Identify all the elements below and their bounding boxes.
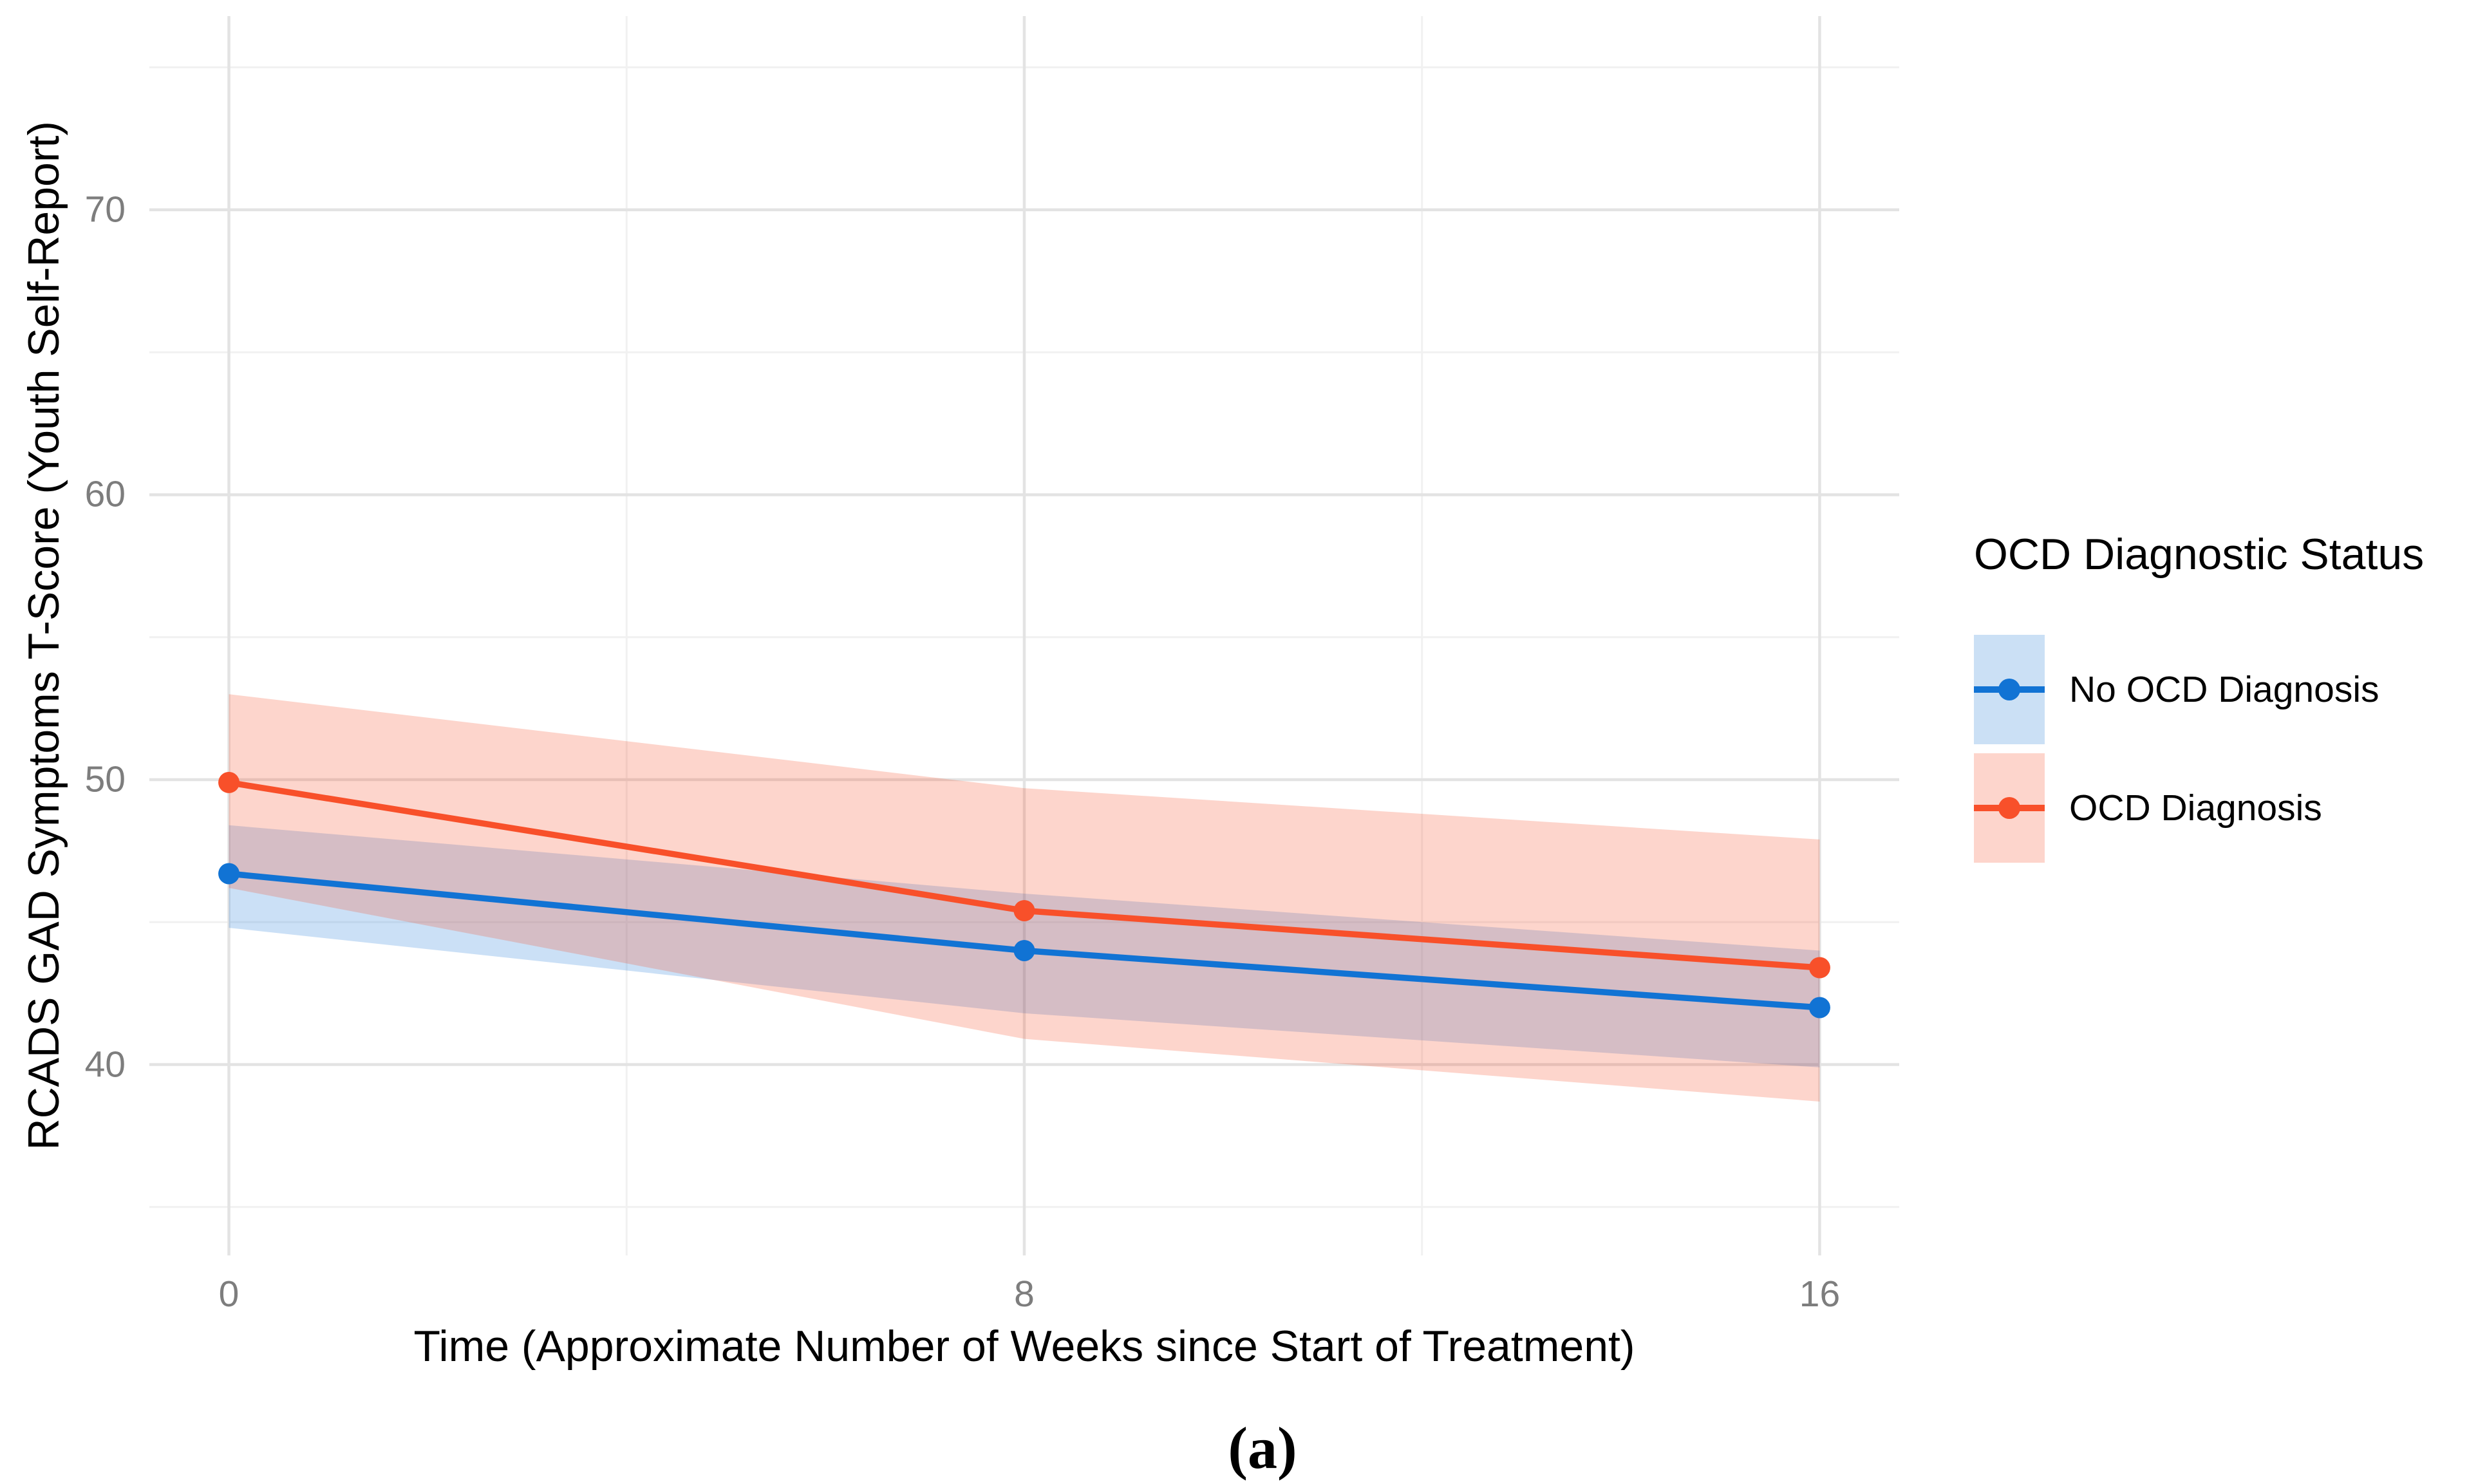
legend-title: OCD Diagnostic Status bbox=[1974, 530, 2425, 579]
y-tick-label-70: 70 bbox=[84, 189, 126, 230]
data-point-no-ocd-diagnosis-week-0 bbox=[218, 863, 240, 885]
figure-caption: (a) bbox=[1228, 1415, 1297, 1481]
data-point-no-ocd-diagnosis-week-8 bbox=[1013, 939, 1035, 961]
y-axis-title-text: RCADS GAD Symptoms T-Score (Youth Self-R… bbox=[19, 121, 68, 1151]
data-point-no-ocd-diagnosis-week-16 bbox=[1808, 997, 1830, 1019]
data-point-ocd-diagnosis-week-8 bbox=[1013, 900, 1035, 922]
legend-label: OCD Diagnosis bbox=[2069, 787, 2322, 829]
data-point-ocd-diagnosis-week-0 bbox=[218, 771, 240, 793]
legend: OCD Diagnostic Status No OCD Diagnosis O… bbox=[1974, 529, 2424, 872]
y-tick-label-40: 40 bbox=[84, 1044, 126, 1085]
legend-item-ocd-diagnosis: OCD Diagnosis bbox=[1974, 753, 2424, 863]
legend-key-swatch-no-ocd bbox=[1974, 635, 2045, 744]
y-tick-label-50: 50 bbox=[84, 758, 126, 800]
legend-item-no-ocd-diagnosis: No OCD Diagnosis bbox=[1974, 635, 2424, 744]
data-point-ocd-diagnosis-week-16 bbox=[1808, 957, 1830, 979]
legend-point-icon bbox=[1998, 797, 2020, 819]
x-tick-label-0: 0 bbox=[218, 1273, 239, 1315]
legend-point-icon bbox=[1998, 679, 2020, 700]
x-tick-label-8: 8 bbox=[1014, 1273, 1035, 1315]
legend-key-swatch-ocd bbox=[1974, 753, 2045, 863]
legend-label: No OCD Diagnosis bbox=[2069, 669, 2379, 710]
y-tick-label-60: 60 bbox=[84, 473, 126, 515]
x-axis-title: Time (Approximate Number of Weeks since … bbox=[413, 1322, 1635, 1371]
x-tick-label-16: 16 bbox=[1799, 1273, 1841, 1315]
gridlines-layer bbox=[149, 16, 1899, 1255]
series-points-layer bbox=[218, 771, 1830, 1019]
confidence-band-ocd-diagnosis bbox=[229, 694, 1820, 1102]
